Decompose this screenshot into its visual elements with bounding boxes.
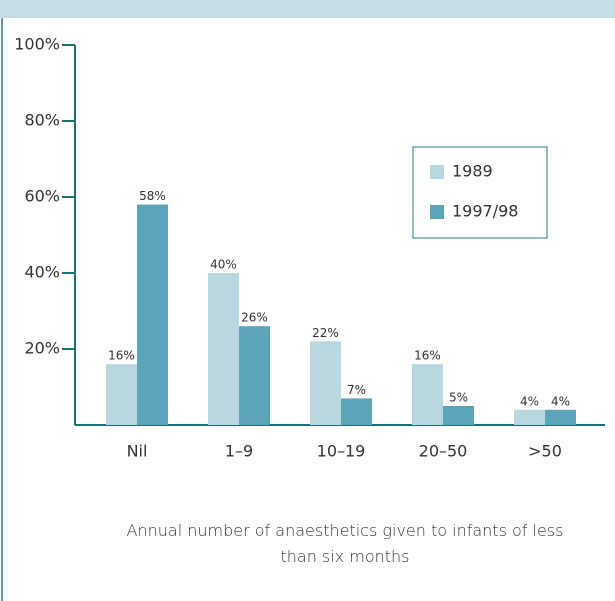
y-tick-label: 100% xyxy=(14,35,60,54)
x-tick-label: 20–50 xyxy=(419,442,468,461)
top-band xyxy=(0,0,615,18)
y-tick-label: 60% xyxy=(24,187,60,206)
legend-box xyxy=(412,146,548,239)
legend-swatch xyxy=(430,205,444,219)
data-label: 22% xyxy=(312,326,339,340)
legend-label: 1997/98 xyxy=(452,202,518,221)
bar xyxy=(443,406,474,425)
data-label: 4% xyxy=(551,394,570,408)
bar xyxy=(341,398,372,425)
x-tick-label: >50 xyxy=(528,442,562,461)
y-tick-label: 40% xyxy=(24,263,60,282)
legend-swatch xyxy=(430,165,444,179)
bar xyxy=(239,326,270,425)
bar xyxy=(412,364,443,425)
data-label: 16% xyxy=(108,349,135,363)
x-axis-label: Annual number of anaesthetics given to i… xyxy=(126,521,564,566)
bar xyxy=(514,409,545,425)
bar xyxy=(310,341,341,425)
bar xyxy=(137,204,168,425)
y-tick-label: 80% xyxy=(24,111,60,130)
y-tick-label: 20% xyxy=(24,339,60,358)
x-tick-label: 10–19 xyxy=(317,442,366,461)
bar xyxy=(208,273,239,425)
data-label: 40% xyxy=(210,258,237,272)
bar xyxy=(545,409,576,425)
legend-label: 1989 xyxy=(452,162,493,181)
data-label: 5% xyxy=(449,391,468,405)
data-label: 4% xyxy=(520,394,539,408)
x-tick-label: 1–9 xyxy=(225,442,253,461)
bar xyxy=(106,364,137,425)
x-tick-label: Nil xyxy=(127,442,148,461)
data-label: 26% xyxy=(241,311,268,325)
data-label: 16% xyxy=(414,349,441,363)
data-label: 7% xyxy=(347,383,366,397)
data-label: 58% xyxy=(139,189,166,203)
